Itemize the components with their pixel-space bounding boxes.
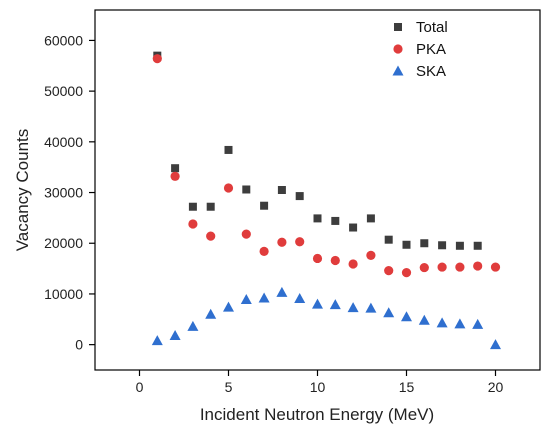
series-pka bbox=[152, 54, 501, 278]
data-point-pka bbox=[312, 253, 323, 264]
data-point-ska bbox=[347, 302, 359, 313]
y-tick-label: 10000 bbox=[44, 286, 83, 302]
data-point-total bbox=[260, 201, 269, 210]
data-point-ska bbox=[294, 293, 306, 304]
data-point-pka bbox=[437, 262, 447, 272]
data-point-pka bbox=[277, 237, 287, 247]
y-tick-label: 50000 bbox=[44, 83, 83, 99]
data-point-ska bbox=[187, 320, 199, 331]
data-point-total bbox=[384, 235, 393, 244]
data-point-pka bbox=[330, 255, 340, 266]
x-tick-label: 5 bbox=[225, 379, 233, 395]
legend-marker-ska bbox=[392, 65, 404, 76]
data-point-total bbox=[206, 202, 215, 211]
data-point-total bbox=[366, 214, 375, 223]
x-tick-label: 20 bbox=[488, 379, 504, 395]
x-tick-label: 15 bbox=[399, 379, 415, 395]
data-point-total bbox=[455, 241, 464, 250]
data-point-ska bbox=[205, 308, 217, 319]
y-tick-label: 0 bbox=[75, 337, 83, 353]
data-point-total bbox=[295, 192, 304, 201]
data-point-total bbox=[188, 202, 197, 211]
data-point-ska bbox=[258, 292, 270, 303]
x-tick-label: 0 bbox=[136, 379, 144, 395]
data-point-total bbox=[224, 145, 233, 154]
axes bbox=[94, 9, 541, 371]
y-tick-label: 60000 bbox=[44, 32, 83, 48]
data-point-ska bbox=[383, 307, 395, 318]
data-point-total bbox=[402, 240, 411, 249]
data-point-pka bbox=[170, 171, 180, 181]
data-point-total bbox=[171, 164, 180, 173]
legend-label: Total bbox=[416, 19, 448, 36]
data-point-total bbox=[438, 241, 447, 250]
data-point-ska bbox=[329, 299, 341, 310]
y-tick-label: 20000 bbox=[44, 235, 83, 251]
y-axis-ticks: 0 10000 20000 30000 40000 50000 60000 bbox=[44, 32, 95, 353]
y-tick-label: 40000 bbox=[44, 134, 83, 150]
data-point-pka bbox=[295, 237, 305, 247]
data-point-total bbox=[473, 241, 482, 250]
data-point-total bbox=[331, 216, 340, 225]
data-point-pka bbox=[348, 259, 358, 269]
x-tick-label: 10 bbox=[310, 379, 326, 395]
data-points bbox=[151, 51, 501, 350]
legend-label: SKA bbox=[416, 63, 446, 80]
data-point-total bbox=[277, 186, 286, 194]
data-point-ska bbox=[472, 318, 484, 329]
x-axis-title: Incident Neutron Energy (MeV) bbox=[200, 405, 434, 424]
legend-marker-total bbox=[394, 23, 402, 31]
data-point-pka bbox=[188, 219, 198, 229]
data-point-ska bbox=[223, 301, 234, 312]
data-point-pka bbox=[384, 266, 394, 276]
legend-item-total: Total bbox=[394, 19, 448, 36]
data-point-total bbox=[349, 223, 358, 232]
data-point-ska bbox=[401, 311, 412, 322]
data-point-ska bbox=[490, 339, 501, 350]
legend-item-pka: PKA bbox=[393, 41, 446, 58]
data-point-ska bbox=[454, 318, 466, 329]
data-point-total bbox=[242, 185, 251, 194]
data-point-pka bbox=[259, 246, 269, 256]
y-tick-label: 30000 bbox=[44, 185, 83, 201]
data-point-ska bbox=[276, 286, 288, 297]
data-point-ska bbox=[436, 317, 448, 328]
data-point-ska bbox=[151, 335, 163, 346]
data-point-pka bbox=[206, 231, 216, 241]
data-point-ska bbox=[365, 302, 377, 313]
data-point-pka bbox=[401, 268, 412, 278]
data-point-pka bbox=[490, 262, 501, 272]
data-point-pka bbox=[455, 262, 465, 272]
data-point-ska bbox=[312, 298, 323, 309]
data-point-pka bbox=[473, 261, 483, 271]
series-ska bbox=[151, 286, 501, 350]
data-point-pka bbox=[241, 229, 251, 239]
data-point-pka bbox=[223, 183, 234, 193]
data-point-pka bbox=[419, 262, 429, 273]
data-point-total bbox=[420, 239, 429, 248]
legend-marker-pka bbox=[393, 44, 403, 54]
data-point-pka bbox=[152, 54, 162, 64]
legend: Total PKA SKA bbox=[392, 19, 448, 80]
data-point-total bbox=[313, 214, 322, 223]
data-point-pka bbox=[366, 250, 376, 261]
legend-label: PKA bbox=[416, 41, 446, 58]
data-point-ska bbox=[240, 294, 252, 305]
y-axis-title: Vacancy Counts bbox=[13, 129, 32, 252]
data-point-ska bbox=[169, 330, 181, 341]
data-point-ska bbox=[418, 314, 430, 325]
x-axis-ticks: 0 5 10 15 20 bbox=[136, 370, 504, 395]
series-total bbox=[153, 51, 482, 250]
legend-item-ska: SKA bbox=[392, 63, 446, 80]
plot-frame bbox=[94, 9, 541, 371]
